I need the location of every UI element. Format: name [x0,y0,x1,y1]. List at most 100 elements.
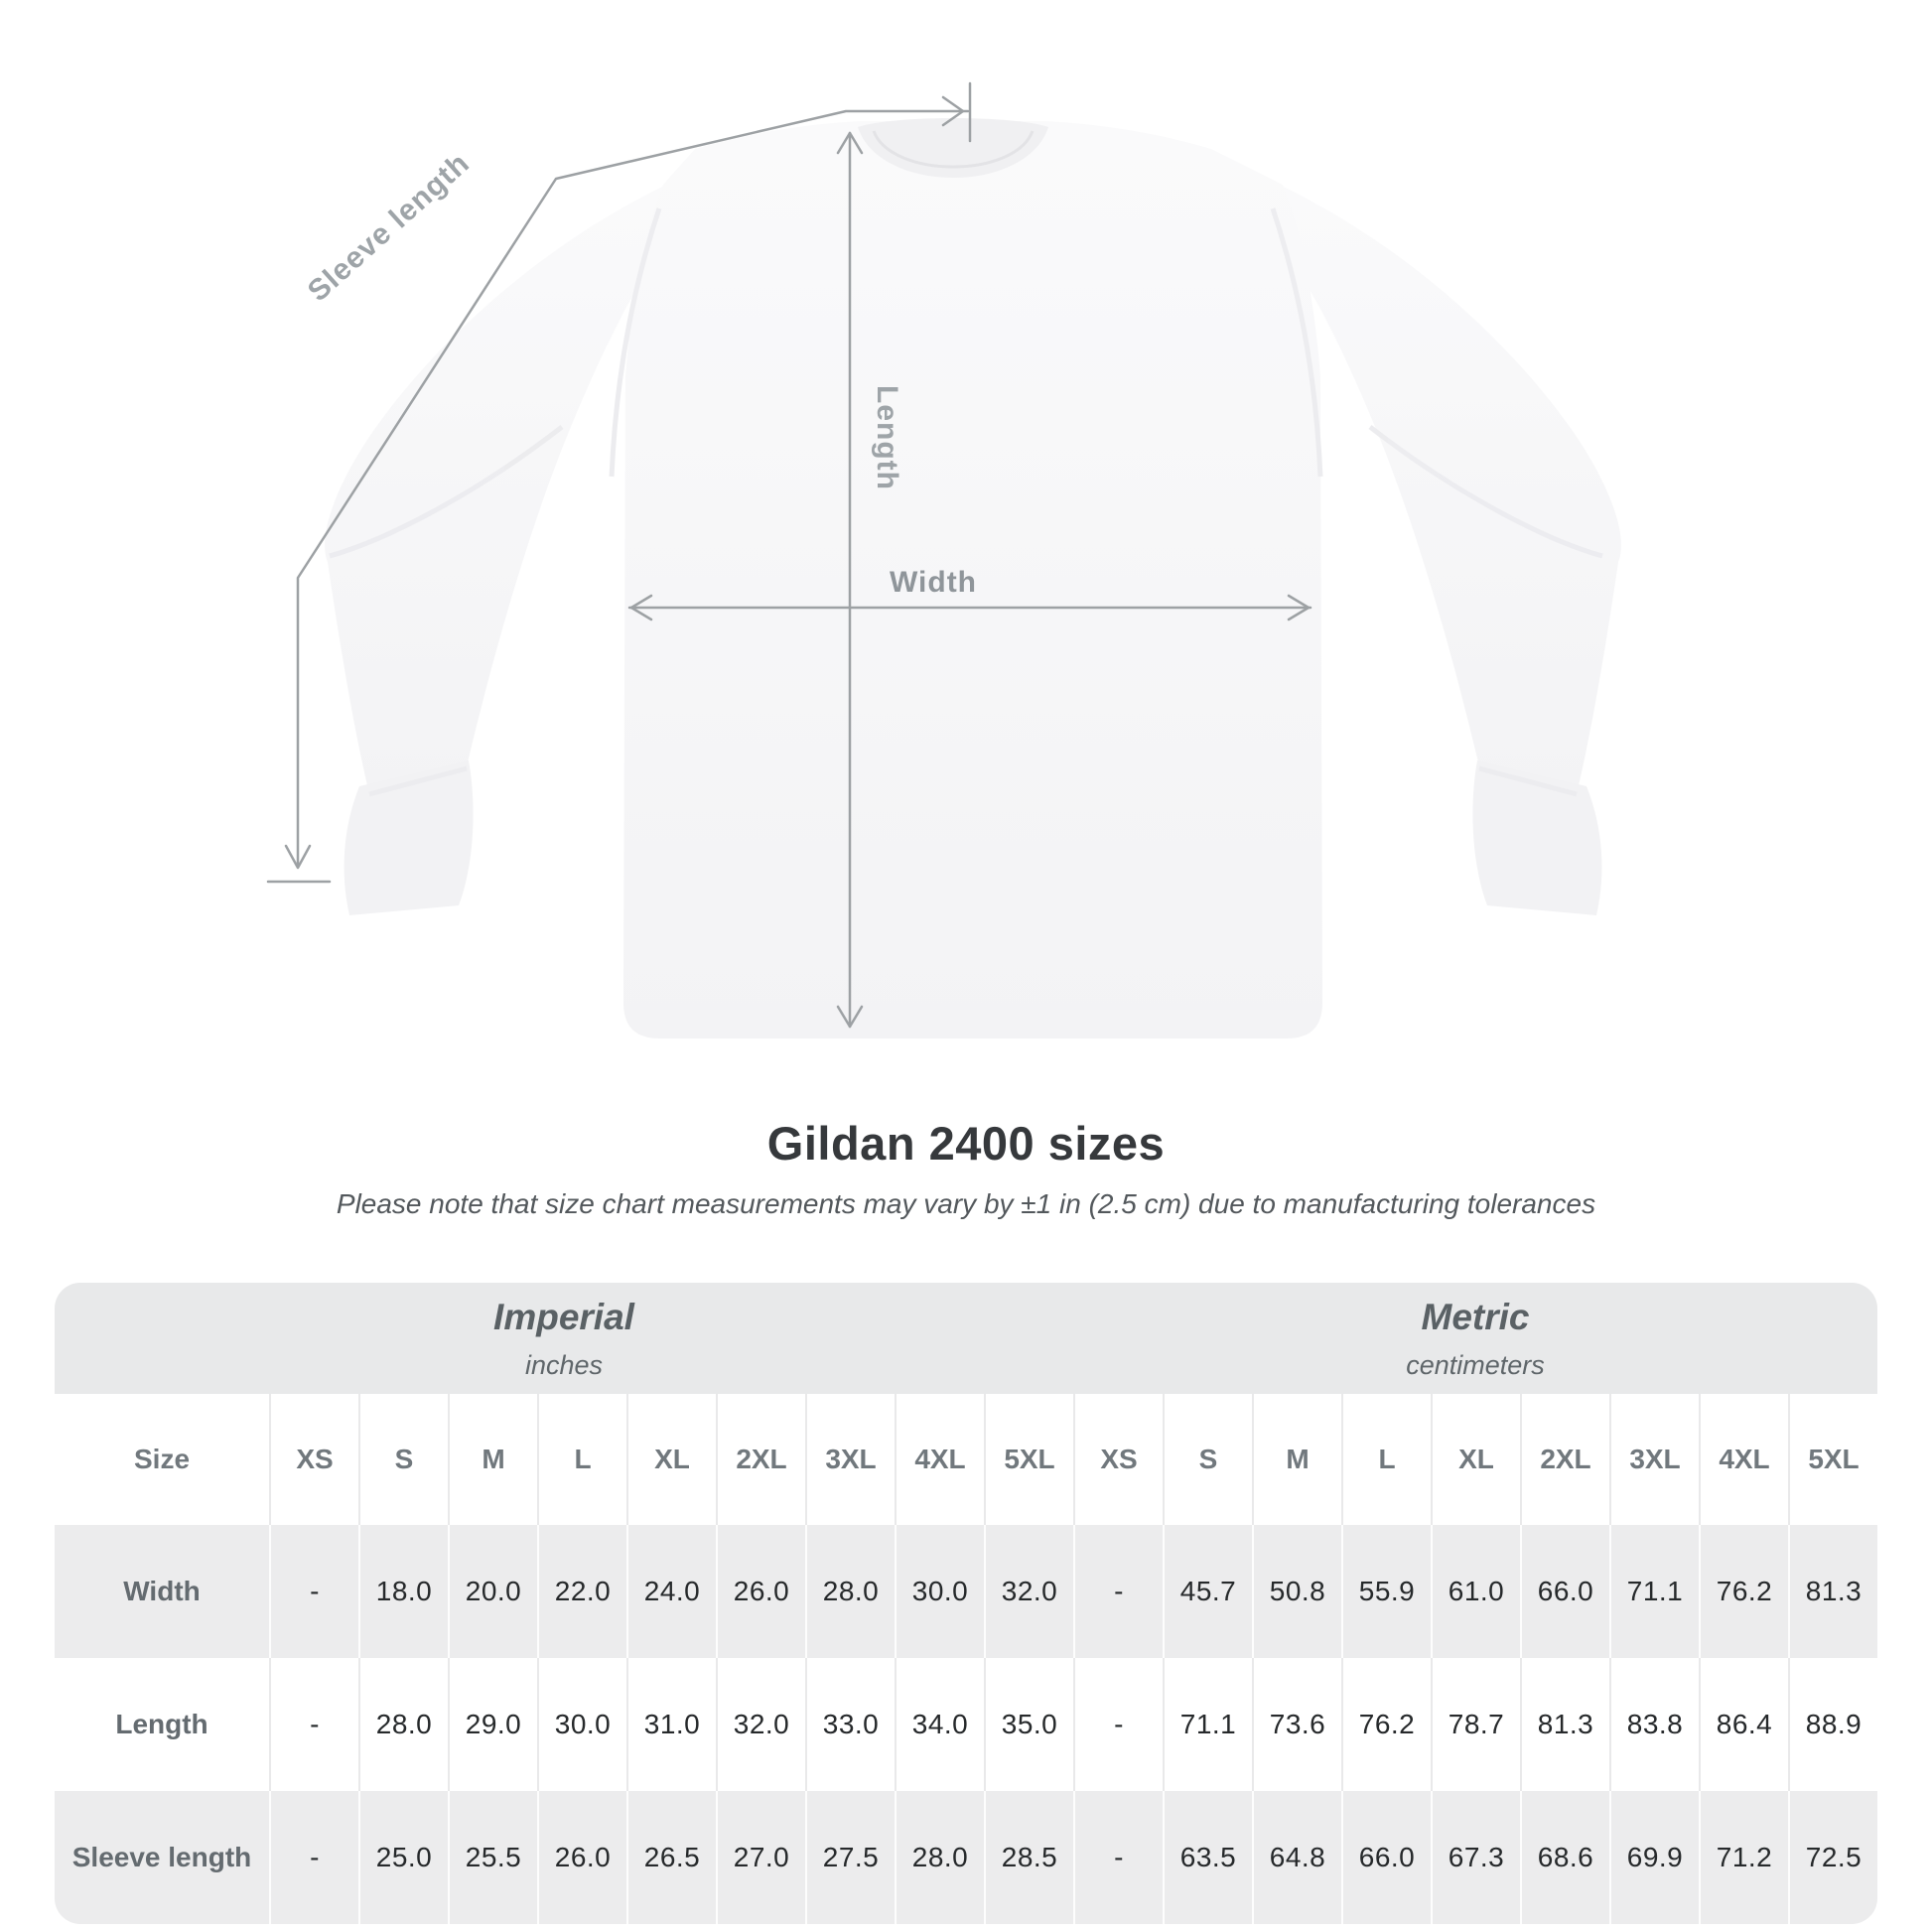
size-header-cell-imperial-xl: XL [626,1394,716,1525]
fabric-fold-lines [329,207,1603,797]
sleeve-length-metric-l: 66.0 [1341,1791,1431,1924]
sleeve-length-imperial-m: 25.5 [448,1791,537,1924]
length-imperial-l: 30.0 [537,1658,626,1791]
size-col-header: Size [55,1394,269,1525]
centimeters-label: centimeters [1406,1349,1545,1380]
width-metric-xs: - [1073,1525,1163,1658]
width-metric-3xl: 71.1 [1609,1525,1699,1658]
length-imperial-xs: - [269,1658,358,1791]
size-header-cell-metric-5xl: 5XL [1788,1394,1877,1525]
sleeve-length-imperial-xs: - [269,1791,358,1924]
size-header-cell-imperial-m: M [448,1394,537,1525]
length-imperial-2xl: 32.0 [716,1658,805,1791]
size-header-cell-imperial-2xl: 2XL [716,1394,805,1525]
row-label-length: Length [55,1658,269,1791]
sleeve-length-imperial-4xl: 28.0 [895,1791,984,1924]
right-cuff [1472,760,1602,915]
size-header-cell-imperial-s: S [358,1394,448,1525]
imperial-label: Imperial [493,1296,634,1337]
width-imperial-5xl: 32.0 [984,1525,1073,1658]
sleeve-length-imperial-l: 26.0 [537,1791,626,1924]
left-cuff [344,760,474,915]
unit-band-metric: Metric centimeters [1073,1283,1877,1394]
sleeve-length-arrowhead [941,95,965,127]
length-imperial-3xl: 33.0 [805,1658,895,1791]
sleeve-length-metric-2xl: 68.6 [1520,1791,1609,1924]
length-metric-m: 73.6 [1252,1658,1341,1791]
length-metric-xs: - [1073,1658,1163,1791]
size-header-cell-metric-m: M [1252,1394,1341,1525]
metric-label: Metric [1421,1296,1530,1337]
sleeve-length-metric-xs: - [1073,1791,1163,1924]
length-metric-5xl: 88.9 [1788,1658,1877,1791]
size-header-cell-imperial-5xl: 5XL [984,1394,1073,1525]
length-metric-l: 76.2 [1341,1658,1431,1791]
width-label: Width [890,566,977,599]
width-right-arrowhead [1287,594,1311,621]
length-imperial-s: 28.0 [358,1658,448,1791]
size-header-cell-imperial-4xl: 4XL [895,1394,984,1525]
shirt-measurement-diagram: Sleeve length Length Width [266,81,1621,1038]
width-metric-xl: 61.0 [1431,1525,1520,1658]
sleeve-length-metric-s: 63.5 [1163,1791,1252,1924]
sleeve-length-metric-xl: 67.3 [1431,1791,1520,1924]
right-sleeve [1275,183,1621,794]
width-imperial-m: 20.0 [448,1525,537,1658]
length-imperial-5xl: 35.0 [984,1658,1073,1791]
length-metric-xl: 78.7 [1431,1658,1520,1791]
size-header-cell-metric-l: L [1341,1394,1431,1525]
sleeve-length-label: Sleeve length [302,147,476,309]
sleeve-length-down-arrowhead [284,844,312,870]
sleeve-length-imperial-5xl: 28.5 [984,1791,1073,1924]
width-imperial-3xl: 28.0 [805,1525,895,1658]
sleeve-length-metric-4xl: 71.2 [1699,1791,1788,1924]
length-imperial-4xl: 34.0 [895,1658,984,1791]
long-sleeve-shirt-illustration: Sleeve length Length Width [266,81,1621,1038]
sleeve-length-line [296,109,970,868]
sleeve-length-metric-3xl: 69.9 [1609,1791,1699,1924]
collar-seam [872,130,1035,169]
width-metric-4xl: 76.2 [1699,1525,1788,1658]
width-imperial-l: 22.0 [537,1525,626,1658]
shirt-body [623,121,1322,1038]
length-metric-2xl: 81.3 [1520,1658,1609,1791]
size-header-cell-imperial-xs: XS [269,1394,358,1525]
sleeve-length-imperial-2xl: 27.0 [716,1791,805,1924]
length-imperial-m: 29.0 [448,1658,537,1791]
left-sleeve [325,183,671,794]
width-left-arrowhead [629,594,653,621]
tolerance-note: Please note that size chart measurements… [336,1188,1596,1219]
width-metric-s: 45.7 [1163,1525,1252,1658]
size-header-cell-metric-3xl: 3XL [1609,1394,1699,1525]
size-header-cell-metric-4xl: 4XL [1699,1394,1788,1525]
length-metric-4xl: 86.4 [1699,1658,1788,1791]
size-header-cell-imperial-3xl: 3XL [805,1394,895,1525]
sleeve-length-imperial-3xl: 27.5 [805,1791,895,1924]
width-metric-l: 55.9 [1341,1525,1431,1658]
length-down-arrowhead [836,1005,864,1029]
length-up-arrowhead [836,131,864,155]
width-metric-5xl: 81.3 [1788,1525,1877,1658]
unit-band-imperial: Imperial inches [55,1283,1073,1394]
size-header-cell-metric-xs: XS [1073,1394,1163,1525]
length-metric-3xl: 83.8 [1609,1658,1699,1791]
sleeve-length-imperial-xl: 26.5 [626,1791,716,1924]
width-metric-2xl: 66.0 [1520,1525,1609,1658]
width-metric-m: 50.8 [1252,1525,1341,1658]
collar [858,118,1048,178]
sleeve-length-metric-m: 64.8 [1252,1791,1341,1924]
size-header-cell-metric-xl: XL [1431,1394,1520,1525]
width-imperial-4xl: 30.0 [895,1525,984,1658]
length-label: Length [871,385,903,490]
sleeve-length-metric-5xl: 72.5 [1788,1791,1877,1924]
width-imperial-s: 18.0 [358,1525,448,1658]
length-imperial-xl: 31.0 [626,1658,716,1791]
size-header-cell-metric-2xl: 2XL [1520,1394,1609,1525]
width-imperial-xl: 24.0 [626,1525,716,1658]
length-metric-s: 71.1 [1163,1658,1252,1791]
sleeve-length-imperial-s: 25.0 [358,1791,448,1924]
row-label-width: Width [55,1525,269,1658]
row-label-sleeve-length: Sleeve length [55,1791,269,1924]
width-imperial-2xl: 26.0 [716,1525,805,1658]
